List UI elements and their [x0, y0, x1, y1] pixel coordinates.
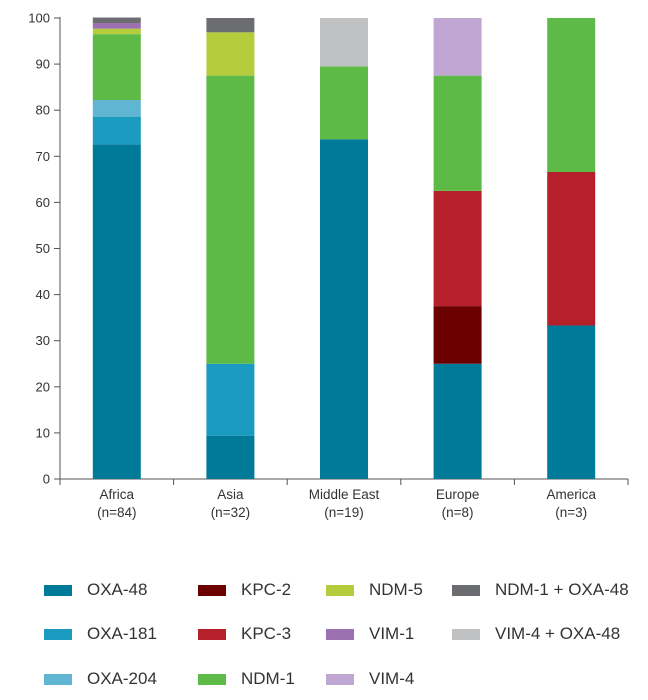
bar-segment	[433, 363, 482, 479]
chart-category-labels: Africa (n=84) Asia (n=32) Middle East (n=19) E…	[97, 487, 596, 520]
y-tick-label: 60	[36, 195, 50, 210]
bar-segment	[92, 144, 141, 479]
y-tick-label: 20	[36, 379, 50, 394]
legend-swatch	[452, 584, 480, 596]
bar-segment	[92, 116, 141, 145]
bar-segment	[433, 306, 482, 364]
category-count-label: (n=84)	[97, 505, 136, 520]
legend-label: KPC-3	[241, 624, 292, 643]
y-tick-label: 80	[36, 103, 50, 118]
bar-segment	[547, 18, 596, 172]
legend-label: VIM-4	[369, 669, 415, 688]
category-label: Europe	[436, 487, 480, 502]
category-count-label: (n=32)	[211, 505, 250, 520]
legend-label: VIM-4 + OXA-48	[495, 624, 621, 643]
legend-item: OXA-48	[44, 580, 147, 600]
legend-swatch	[198, 628, 226, 640]
bar-segment	[206, 435, 255, 479]
bar-segment	[206, 75, 255, 364]
stacked-bar-chart: 0 10 20 30 40 50 60 70 80 90 100 Africa (n=84) Asia (…	[28, 11, 629, 520]
bar-segment	[433, 18, 482, 76]
bar-segment	[92, 100, 141, 117]
y-tick-label: 90	[36, 57, 50, 72]
bar-segment	[92, 28, 141, 35]
legend-item: KPC-3	[198, 624, 291, 644]
legend-item: VIM-4	[326, 669, 414, 689]
legend-item: NDM-1	[198, 669, 295, 689]
chart-ticks: 0 10 20 30 40 50 60 70 80 90 100	[28, 11, 629, 487]
legend-item: KPC-2	[198, 580, 291, 600]
bar-segment	[206, 18, 255, 33]
bar-segment	[92, 23, 141, 29]
bar-segment	[206, 363, 255, 436]
bar-segment	[92, 17, 141, 24]
legend-item: NDM-5	[326, 580, 423, 600]
chart-bars	[92, 17, 596, 480]
legend-label: OXA-204	[87, 669, 157, 688]
y-tick-label: 100	[28, 11, 50, 26]
legend-label: NDM-5	[369, 580, 423, 599]
legend-swatch	[44, 584, 72, 596]
y-tick-label: 30	[36, 333, 50, 348]
legend-item: VIM-1	[326, 624, 414, 644]
y-tick-label: 50	[36, 241, 50, 256]
legend-label: VIM-1	[369, 624, 415, 643]
y-tick-label: 10	[36, 425, 50, 440]
legend-swatch	[452, 628, 480, 640]
legend-swatch	[326, 584, 354, 596]
bar-segment	[92, 34, 141, 101]
y-tick-label: 70	[36, 149, 50, 164]
category-count-label: (n=8)	[442, 505, 474, 520]
legend-swatch	[198, 673, 226, 685]
legend-swatch	[198, 584, 226, 596]
bar-segment	[433, 75, 482, 191]
bar-segment	[320, 66, 368, 140]
bar-segment	[547, 171, 596, 326]
legend-label: OXA-181	[87, 624, 157, 643]
bar-segment	[206, 32, 255, 76]
bar-segment	[320, 18, 368, 67]
legend-label: NDM-1	[241, 669, 295, 688]
category-count-label: (n=3)	[555, 505, 587, 520]
legend-swatch	[44, 628, 72, 640]
y-tick-label: 40	[36, 287, 50, 302]
legend-item: OXA-181	[44, 624, 157, 644]
category-count-label: (n=19)	[324, 505, 363, 520]
category-label: Asia	[217, 487, 244, 502]
bar-segment	[433, 190, 482, 307]
y-tick-label: 0	[43, 472, 50, 487]
legend-item: VIM-4 + OXA-48	[452, 624, 620, 644]
bar-segment	[320, 139, 368, 480]
legend-swatch	[326, 673, 354, 685]
category-label: Middle East	[309, 487, 380, 502]
bar-segment	[547, 325, 596, 479]
category-label: America	[546, 487, 596, 502]
legend-label: NDM-1 + OXA-48	[495, 580, 629, 599]
legend-swatch	[44, 673, 72, 685]
category-label: Africa	[100, 487, 135, 502]
legend-label: OXA-48	[87, 580, 148, 599]
legend-label: KPC-2	[241, 580, 292, 599]
legend-swatch	[326, 628, 354, 640]
legend-item: NDM-1 + OXA-48	[452, 580, 629, 600]
legend-item: OXA-204	[44, 669, 157, 689]
